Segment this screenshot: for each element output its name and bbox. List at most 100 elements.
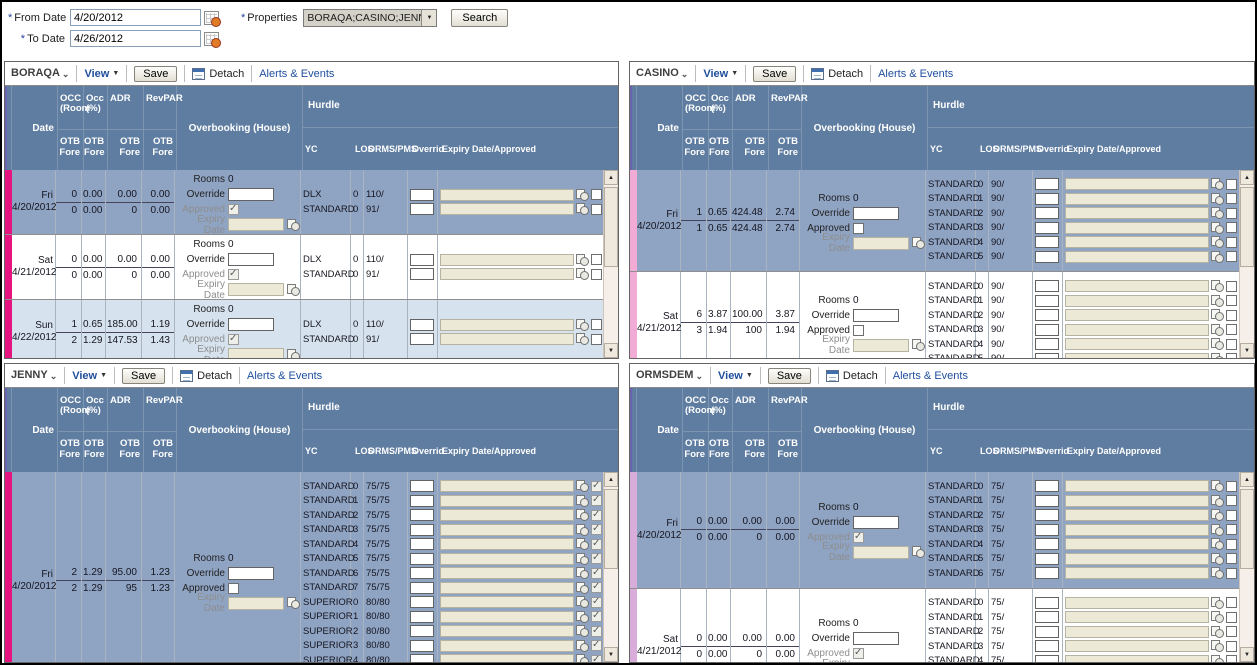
hurdle-expiry-input[interactable] <box>1065 250 1209 263</box>
hurdle-expiry-input[interactable] <box>440 253 574 266</box>
calendar-icon[interactable] <box>287 348 300 358</box>
datetime-picker-icon[interactable] <box>1211 338 1224 351</box>
hurdle-expiry-input[interactable] <box>440 610 574 623</box>
hurdle-approved-checkbox[interactable] <box>591 523 602 536</box>
detach-button[interactable]: Detach <box>811 67 863 80</box>
hurdle-override-input[interactable] <box>410 581 434 594</box>
to-date-input[interactable] <box>70 30 201 47</box>
datetime-picker-icon[interactable] <box>1211 509 1224 522</box>
hurdle-expiry-input[interactable] <box>440 188 574 201</box>
hurdle-override-input[interactable] <box>410 494 434 507</box>
hurdle-override-input[interactable] <box>1035 567 1059 580</box>
hurdle-approved-checkbox[interactable] <box>591 538 602 550</box>
scroll-up-button[interactable]: ▲ <box>1240 170 1254 185</box>
hurdle-approved-checkbox[interactable] <box>591 189 602 201</box>
approved-checkbox[interactable] <box>853 324 864 336</box>
calendar-icon[interactable] <box>287 597 300 609</box>
datetime-picker-icon[interactable] <box>1211 494 1224 507</box>
hurdle-override-input[interactable] <box>1035 280 1059 293</box>
hurdle-override-input[interactable] <box>410 610 434 623</box>
hurdle-approved-checkbox[interactable] <box>1226 280 1237 292</box>
hurdle-override-input[interactable] <box>1035 250 1059 263</box>
table-row[interactable]: Fri 4/20/2012 2 2 1.29 1.29 95.00 95 1.23 1.23 Roo… <box>5 472 603 662</box>
hurdle-approved-checkbox[interactable] <box>1226 251 1237 263</box>
scroll-down-button[interactable]: ▼ <box>1240 647 1254 662</box>
hurdle-approved-checkbox[interactable] <box>591 480 602 492</box>
hurdle-expiry-input[interactable] <box>1065 552 1209 565</box>
vertical-scrollbar[interactable]: ▲ ▼ <box>603 170 618 358</box>
datetime-picker-icon[interactable] <box>1211 236 1224 249</box>
approved-checkbox[interactable] <box>228 582 239 594</box>
hurdle-approved-checkbox[interactable] <box>1226 495 1237 507</box>
calendar-picker-icon[interactable] <box>204 31 221 48</box>
view-menu-button[interactable]: View ▼ <box>703 67 739 80</box>
save-button[interactable]: Save <box>767 367 811 384</box>
table-row[interactable]: Sat 4/21/2012 6 3 3.87 1.94 100.00 100 3.87 1.94 R… <box>630 272 1239 358</box>
approved-checkbox[interactable] <box>228 333 239 345</box>
hurdle-override-input[interactable] <box>1035 523 1059 536</box>
search-button[interactable]: Search <box>451 9 509 27</box>
hurdle-override-input[interactable] <box>1035 509 1059 522</box>
detach-button[interactable]: Detach <box>192 67 244 80</box>
hurdle-expiry-input[interactable] <box>1065 640 1209 653</box>
hurdle-expiry-input[interactable] <box>1065 625 1209 638</box>
datetime-picker-icon[interactable] <box>576 523 589 536</box>
hurdle-override-input[interactable] <box>410 523 434 536</box>
hurdle-approved-checkbox[interactable] <box>591 567 602 579</box>
hurdle-expiry-input[interactable] <box>440 523 574 536</box>
scroll-thumb[interactable] <box>604 187 618 267</box>
hurdle-override-input[interactable] <box>1035 352 1059 358</box>
detach-button[interactable]: Detach <box>180 369 232 382</box>
scroll-down-button[interactable]: ▼ <box>1240 343 1254 358</box>
datetime-picker-icon[interactable] <box>576 625 589 638</box>
expiry-date-input[interactable] <box>853 236 909 250</box>
hurdle-approved-checkbox[interactable] <box>591 610 602 623</box>
datetime-picker-icon[interactable] <box>576 538 589 551</box>
hurdle-approved-checkbox[interactable] <box>591 596 602 608</box>
hurdle-approved-checkbox[interactable] <box>591 654 602 662</box>
hurdle-override-input[interactable] <box>410 639 434 652</box>
vertical-scrollbar[interactable]: ▲ ▼ <box>603 472 618 662</box>
save-button[interactable]: Save <box>134 65 178 82</box>
hurdle-approved-checkbox[interactable] <box>1226 353 1237 358</box>
hurdle-approved-checkbox[interactable] <box>1226 295 1237 307</box>
table-row[interactable]: Fri 4/20/2012 0 0 0.00 0.00 0.00 0 0.00 0.00 Rooms… <box>630 472 1239 589</box>
hurdle-approved-checkbox[interactable] <box>591 254 602 266</box>
hurdle-expiry-input[interactable] <box>440 567 574 580</box>
scroll-thumb[interactable] <box>1240 489 1254 569</box>
hurdle-approved-checkbox[interactable] <box>1226 338 1237 350</box>
expiry-date-input[interactable] <box>228 596 284 610</box>
calendar-icon[interactable] <box>287 283 300 296</box>
hurdle-expiry-input[interactable] <box>1065 494 1209 507</box>
scroll-up-button[interactable]: ▲ <box>604 170 618 185</box>
hurdle-approved-checkbox[interactable] <box>591 509 602 521</box>
hurdle-approved-checkbox[interactable] <box>591 639 602 652</box>
datetime-picker-icon[interactable] <box>1211 221 1224 234</box>
expiry-date-input[interactable] <box>853 545 909 559</box>
hurdle-override-input[interactable] <box>410 253 434 266</box>
override-input[interactable] <box>853 632 899 646</box>
datetime-picker-icon[interactable] <box>1211 625 1224 638</box>
datetime-picker-icon[interactable] <box>1211 309 1224 322</box>
alerts-events-link[interactable]: Alerts & Events <box>259 67 335 80</box>
datetime-picker-icon[interactable] <box>1211 352 1224 358</box>
datetime-picker-icon[interactable] <box>576 188 589 201</box>
hurdle-expiry-input[interactable] <box>1065 654 1209 662</box>
hurdle-expiry-input[interactable] <box>440 480 574 493</box>
chevron-down-icon[interactable]: ▼ <box>421 10 437 26</box>
scroll-thumb[interactable] <box>604 489 618 569</box>
datetime-picker-icon[interactable] <box>576 333 589 346</box>
datetime-picker-icon[interactable] <box>576 509 589 522</box>
hurdle-override-input[interactable] <box>410 188 434 201</box>
panel-name-menu[interactable]: JENNY ⌄ <box>11 369 57 383</box>
datetime-picker-icon[interactable] <box>576 318 589 331</box>
datetime-picker-icon[interactable] <box>1211 567 1224 580</box>
datetime-picker-icon[interactable] <box>1211 654 1224 662</box>
approved-checkbox[interactable] <box>853 647 864 660</box>
hurdle-override-input[interactable] <box>1035 221 1059 234</box>
hurdle-expiry-input[interactable] <box>1065 280 1209 293</box>
datetime-picker-icon[interactable] <box>1211 192 1224 205</box>
hurdle-approved-checkbox[interactable] <box>1226 524 1237 536</box>
override-input[interactable] <box>853 515 899 529</box>
hurdle-expiry-input[interactable] <box>440 203 574 216</box>
